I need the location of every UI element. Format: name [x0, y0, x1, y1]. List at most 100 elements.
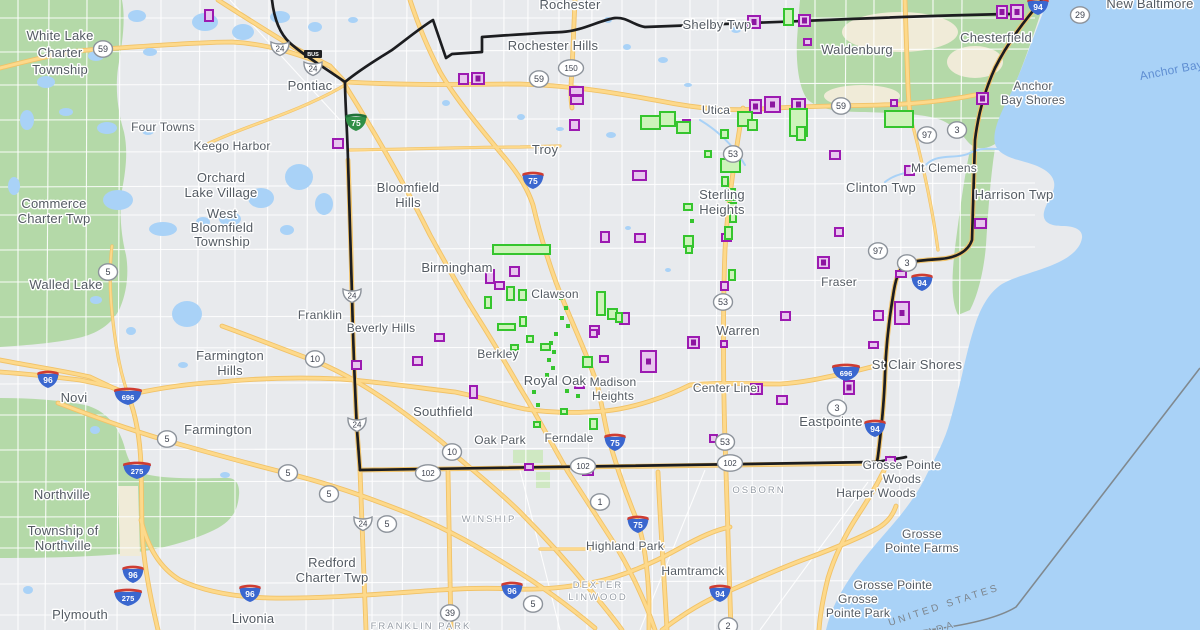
parcel-marker-purple[interactable]: [974, 218, 987, 229]
parcel-marker-purple[interactable]: [469, 385, 478, 399]
us-bus-shield-24: BUS 24: [303, 50, 323, 77]
parcel-dot-green[interactable]: [532, 390, 536, 394]
parcel-dot-green[interactable]: [560, 316, 564, 320]
parcel-dot-green[interactable]: [566, 324, 570, 328]
parcel-marker-green[interactable]: [704, 150, 712, 158]
parcel-marker-green[interactable]: [518, 289, 527, 301]
parcel-marker-green[interactable]: [884, 110, 914, 128]
parcel-marker-green[interactable]: [724, 226, 733, 240]
parcel-marker-green[interactable]: [725, 188, 736, 201]
parcel-marker-purple[interactable]: [885, 456, 896, 467]
parcel-dot-green[interactable]: [576, 394, 580, 398]
parcel-marker-green[interactable]: [582, 356, 593, 368]
parcel-marker-green[interactable]: [721, 176, 729, 187]
parcel-marker-green[interactable]: [510, 344, 519, 351]
lake: [517, 114, 525, 120]
parcel-marker-purple[interactable]: [332, 138, 344, 149]
parcel-marker-purple[interactable]: [776, 395, 788, 405]
lake: [219, 212, 241, 226]
parcel-dot-green[interactable]: [547, 358, 551, 362]
parcel-marker-purple[interactable]: [412, 356, 423, 366]
parcel-marker-purple[interactable]: [803, 38, 812, 46]
parcel-marker-green[interactable]: [728, 269, 736, 281]
parcel-dot-green[interactable]: [552, 350, 556, 354]
parcel-marker-purple[interactable]: [569, 119, 580, 131]
parcel-marker-green[interactable]: [506, 286, 515, 301]
parcel-marker-purple[interactable]: [589, 329, 598, 338]
parcel-marker-purple[interactable]: [204, 9, 214, 22]
parcel-marker-purple[interactable]: [834, 227, 844, 237]
parcel-dot-green[interactable]: [545, 373, 549, 377]
parcel-marker-purple[interactable]: [780, 311, 791, 321]
lake: [8, 177, 20, 195]
parcel-marker-purple[interactable]: [570, 95, 584, 105]
parcel-marker-purple[interactable]: [524, 463, 534, 471]
parcel-marker-purple[interactable]: [434, 333, 445, 342]
parcel-marker-green[interactable]: [589, 418, 598, 430]
parcel-marker-purple[interactable]: [868, 341, 879, 349]
parcel-marker-purple[interactable]: [485, 269, 495, 284]
label-farmington: Farmington: [184, 422, 252, 437]
parcel-marker-purple[interactable]: [720, 340, 728, 348]
parcel-marker-purple[interactable]: [632, 170, 647, 181]
parcel-marker-green[interactable]: [615, 312, 623, 323]
parcel-dot-green[interactable]: [554, 332, 558, 336]
parcel-marker-green[interactable]: [720, 129, 729, 139]
parcel-marker-purple[interactable]: [569, 86, 584, 96]
parcel-marker-green[interactable]: [526, 335, 534, 343]
parcel-marker-green[interactable]: [497, 323, 516, 331]
label-fraser: Fraser: [821, 275, 857, 289]
parcel-marker-green[interactable]: [747, 119, 758, 131]
shield-number: 94: [715, 589, 725, 599]
parcel-marker-purple[interactable]: [720, 281, 729, 291]
parcel-marker-green[interactable]: [783, 8, 794, 26]
parcel-marker-green[interactable]: [596, 291, 606, 316]
sand-strip-maybury: [118, 486, 140, 556]
parcel-marker-purple[interactable]: [574, 379, 585, 389]
parcel-dot-green[interactable]: [564, 306, 568, 310]
shield-body: [946, 121, 968, 139]
parcel-marker-purple[interactable]: [904, 165, 915, 176]
lake: [90, 426, 100, 434]
parcel-dot-green[interactable]: [565, 389, 569, 393]
parcel-marker-purple[interactable]: [873, 310, 884, 321]
parcel-marker-green[interactable]: [683, 203, 693, 211]
parcel-marker-purple[interactable]: [351, 360, 362, 370]
label-grosse-pointe-woods: Grosse Pointe Woods: [863, 458, 942, 486]
parcel-dot-green[interactable]: [690, 219, 694, 223]
parcel-marker-purple[interactable]: [600, 231, 610, 243]
shield-number: 96: [43, 375, 53, 385]
parcel-marker-green[interactable]: [492, 244, 551, 255]
interstate-shield-94: 94: [1027, 0, 1049, 15]
parcel-marker-green[interactable]: [729, 213, 737, 223]
circle-shield-5: 5: [376, 515, 398, 533]
shield-number: 24: [309, 65, 318, 74]
parcel-dot-green[interactable]: [559, 296, 563, 300]
shield-crown: [113, 387, 143, 392]
parcel-marker-purple[interactable]: [634, 233, 646, 243]
parcel-marker-green[interactable]: [676, 121, 691, 134]
parcel-marker-green[interactable]: [685, 245, 693, 254]
parcel-marker-purple[interactable]: [509, 266, 520, 277]
parcel-marker-purple[interactable]: [895, 270, 907, 278]
parcel-marker-green[interactable]: [560, 408, 568, 415]
parcel-marker-green[interactable]: [540, 343, 551, 351]
parcel-marker-purple[interactable]: [599, 355, 609, 363]
parcel-marker-green[interactable]: [640, 115, 661, 130]
parcel-dot-green[interactable]: [536, 403, 540, 407]
parcel-marker-green[interactable]: [659, 111, 676, 127]
parcel-marker-purple[interactable]: [829, 150, 841, 160]
parcel-marker-purple[interactable]: [458, 73, 469, 85]
parcel-marker-green[interactable]: [484, 296, 492, 309]
parcel-dot-green[interactable]: [549, 341, 553, 345]
parcel-dot-green[interactable]: [551, 366, 555, 370]
parcel-marker-green[interactable]: [728, 202, 737, 213]
parcel-marker-purple[interactable]: [494, 281, 505, 290]
label-walled-lake: Walled Lake: [29, 277, 102, 292]
parcel-marker-green[interactable]: [796, 126, 806, 141]
parcel-marker-purple[interactable]: [890, 99, 898, 107]
parcel-marker-green[interactable]: [533, 421, 541, 428]
parcel-marker-green[interactable]: [519, 316, 527, 327]
